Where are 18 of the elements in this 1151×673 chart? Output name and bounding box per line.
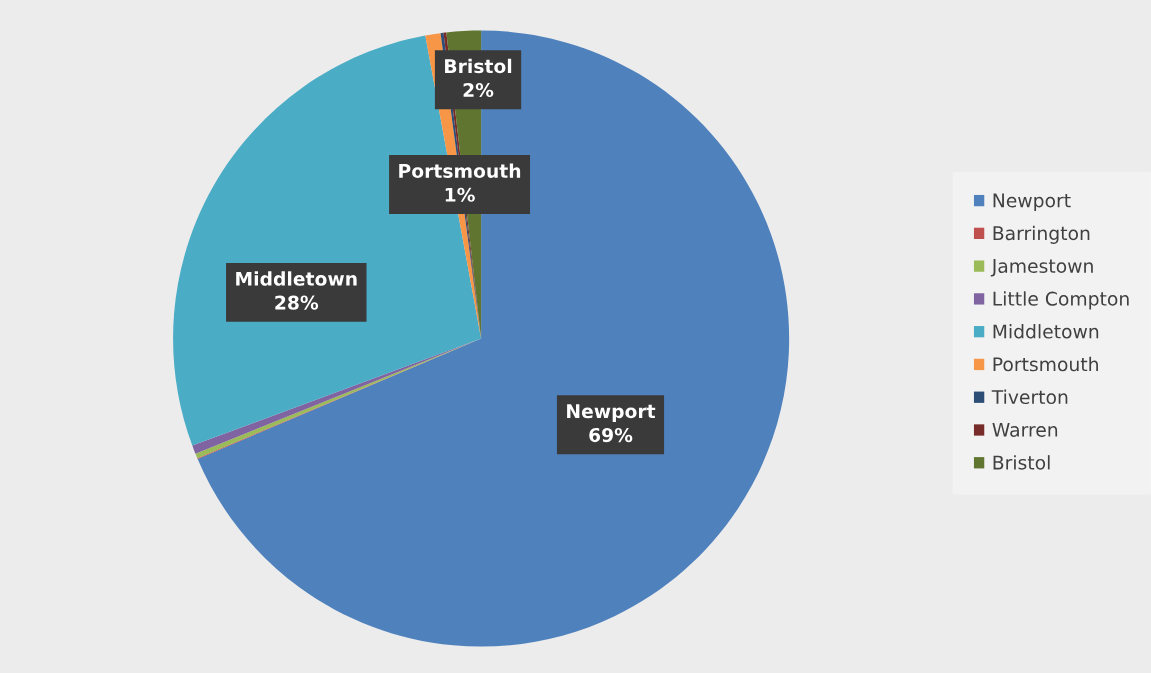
slice-label: Newport (567, 404, 656, 422)
legend-label: Portsmouth (993, 356, 1098, 372)
legend-label: Newport (993, 193, 1071, 212)
data-label: 69% (589, 427, 633, 443)
slice-label: Bristol (445, 58, 512, 74)
data-label: 28% (275, 295, 319, 310)
legend-label: Warren (992, 422, 1058, 437)
legend-label: Tiverton (991, 389, 1068, 405)
legend-label: Jamestown (990, 259, 1093, 277)
data-label: 2% (463, 82, 494, 98)
data-label: 1% (445, 187, 475, 202)
slice-label: Portsmouth (399, 163, 521, 179)
legend-label: Barrington (993, 225, 1090, 244)
legend-label: Bristol (993, 455, 1050, 470)
legend-label: Little Compton (993, 291, 1129, 310)
pie-slice (197, 30, 790, 647)
slice-label: Middletown (236, 271, 357, 286)
legend-label: Middletown (993, 324, 1099, 339)
